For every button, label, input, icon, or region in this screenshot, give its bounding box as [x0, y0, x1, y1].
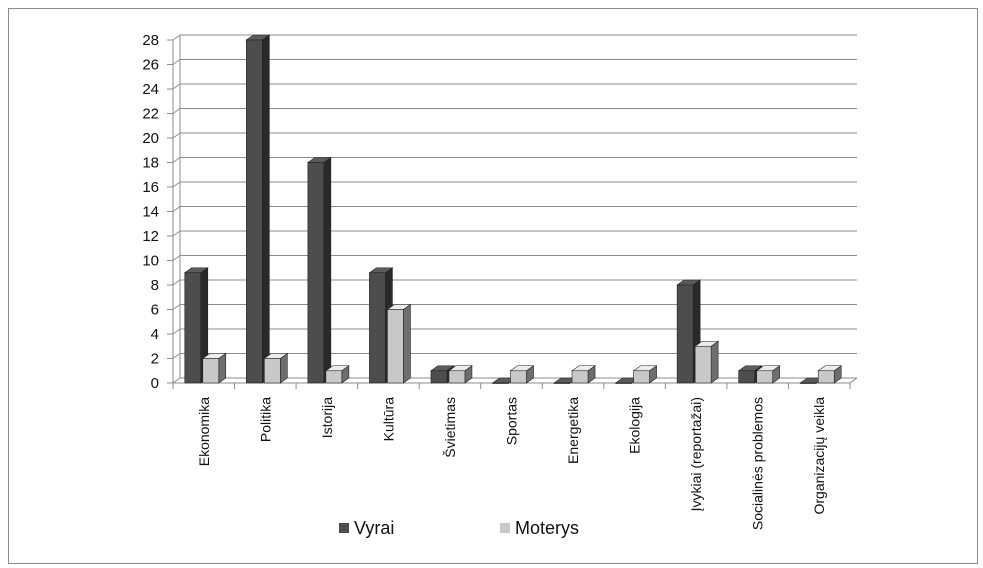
bar-moterys: [325, 370, 343, 384]
bar-moterys: [448, 370, 466, 384]
gridline-depth: [172, 230, 181, 237]
y-tick-label: 0: [151, 375, 159, 392]
x-tick-label: Švietimas: [442, 397, 458, 458]
y-tick-label: 20: [142, 130, 159, 147]
x-tick-label: Energetika: [565, 397, 581, 464]
x-tick-label: Politika: [257, 397, 273, 442]
bar-vyrai: [738, 370, 755, 384]
bar-moterys: [202, 358, 220, 384]
y-tick-label: 10: [142, 253, 159, 270]
gridline-depth: [172, 59, 181, 65]
gridline-depth: [172, 132, 181, 139]
gridline-depth: [172, 377, 181, 384]
bar-moterys-side: [710, 340, 719, 384]
bar-vyrai-side: [262, 34, 270, 384]
y-tick-label: 8: [151, 277, 159, 294]
bar-vyrai-side: [323, 156, 332, 384]
y-tick-label: 22: [142, 106, 159, 123]
x-tick-label: Socialinės problemos: [750, 397, 766, 530]
y-tick-label: 12: [142, 228, 159, 245]
floor-edge: [849, 377, 858, 384]
legend-swatch-moterys: [500, 523, 510, 533]
bar-vyrai: [676, 284, 694, 384]
gridline-depth: [172, 206, 181, 212]
gridline-depth: [172, 304, 181, 310]
y-tick-label: 24: [142, 81, 159, 98]
x-tick-label: Organizacijų veikla: [811, 397, 827, 515]
legend-label-moterys: Moterys: [515, 518, 579, 538]
x-tick-label: Istorija: [319, 397, 335, 438]
gridline-depth: [172, 83, 181, 90]
x-tick-label: Sportas: [504, 397, 520, 445]
bar-moterys: [756, 370, 773, 384]
gridline-depth: [172, 181, 181, 188]
bar-moterys: [694, 345, 712, 384]
legend-swatch-vyrai: [339, 523, 349, 533]
gridline-depth: [172, 328, 181, 335]
bar-vyrai: [184, 272, 202, 384]
legend-label-vyrai: Vyrai: [354, 518, 394, 538]
gridline-depth: [172, 255, 181, 261]
x-tick-label: Įvykiai (reportažai): [688, 397, 704, 511]
x-tick-label: Ekonomika: [196, 397, 212, 466]
bar-moterys: [264, 358, 281, 384]
gridline-depth: [172, 108, 181, 114]
bar-vyrai: [615, 382, 632, 384]
y-tick-label: 26: [142, 57, 159, 74]
bar-vyrai: [307, 162, 325, 384]
bar-moterys-side: [403, 303, 411, 384]
y-tick-label: 28: [142, 32, 159, 49]
bar-vyrai: [246, 39, 263, 384]
bar-vyrai: [430, 370, 448, 384]
gridline-depth: [172, 34, 181, 41]
bar-moterys: [633, 370, 650, 384]
bar-vyrai: [799, 382, 817, 384]
bar-moterys: [510, 370, 527, 384]
y-tick-label: 6: [151, 302, 159, 319]
chart-frame: [8, 8, 978, 564]
gridline-depth: [172, 353, 181, 359]
x-tick-label: Kultūra: [380, 397, 396, 442]
y-tick-label: 16: [142, 179, 159, 196]
bar-moterys: [387, 309, 404, 384]
bar-vyrai: [492, 382, 509, 384]
bar-moterys: [817, 370, 835, 384]
y-tick-label: 2: [151, 351, 159, 368]
gridline-depth: [172, 157, 181, 163]
bar-moterys: [571, 370, 589, 384]
bar-vyrai: [553, 382, 571, 384]
bar-vyrai: [369, 272, 386, 384]
y-tick-label: 18: [142, 155, 159, 172]
gridline-depth: [172, 279, 181, 286]
x-tick-label: Ekologija: [627, 397, 643, 454]
y-tick-label: 4: [151, 326, 159, 343]
y-tick-label: 14: [142, 204, 159, 221]
